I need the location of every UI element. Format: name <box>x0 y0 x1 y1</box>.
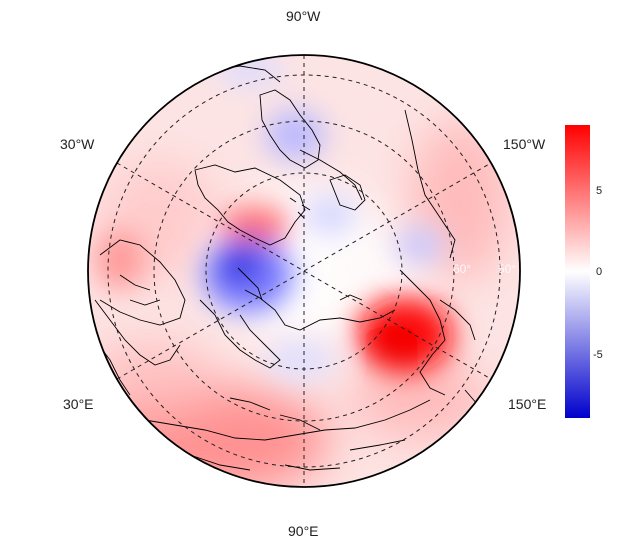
lon-label-90e: 90°E <box>288 523 319 539</box>
lon-label-30e: 30°E <box>63 396 94 412</box>
colorbar-tick-5: 5 <box>596 185 603 197</box>
graticule <box>107 55 501 487</box>
colorbar-tick-0: 0 <box>596 266 603 278</box>
lon-label-150e: 150°E <box>508 396 547 412</box>
map-border <box>87 54 521 488</box>
colorbar <box>565 125 590 418</box>
lon-label-150w: 150°W <box>503 136 546 152</box>
colorbar-tick-neg5: -5 <box>593 349 603 361</box>
lat-label-60: 60° <box>453 262 472 276</box>
lon-label-90w: 90°W <box>286 8 321 24</box>
lat-label-50: 50° <box>498 262 517 276</box>
lon-label-30w: 30°W <box>60 136 95 152</box>
coastlines <box>94 65 479 471</box>
